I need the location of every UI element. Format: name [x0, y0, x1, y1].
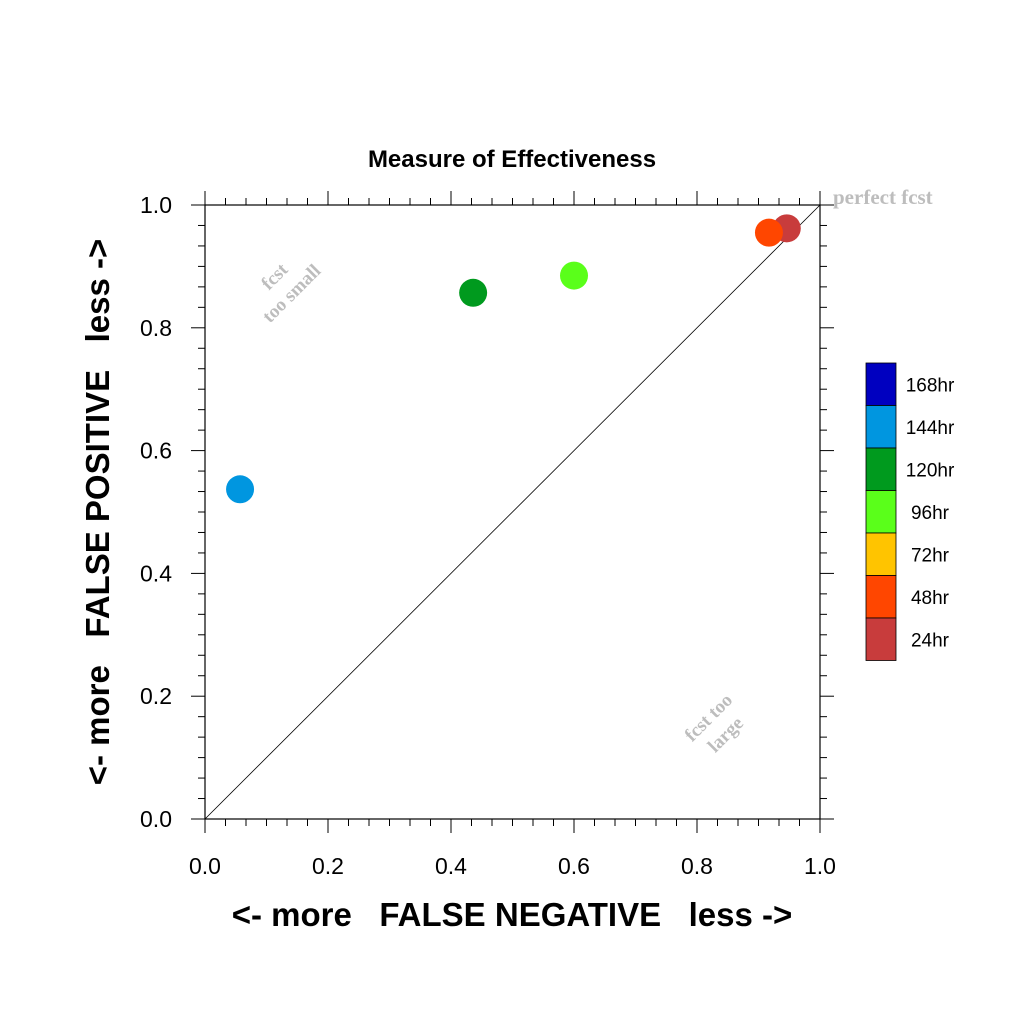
too-small-annotation: fcst too small — [257, 259, 325, 327]
y-tick-label: 0.6 — [140, 438, 172, 464]
x-tick-label: 0.8 — [681, 853, 713, 879]
legend-label: 48hr — [911, 588, 950, 609]
legend-label: 72hr — [911, 545, 950, 566]
y-tick-labels: 0.0 0.2 0.4 0.6 0.8 1.0 — [140, 192, 172, 832]
data-point-48hr — [754, 218, 783, 247]
legend-swatch-24hr — [865, 617, 897, 661]
data-point-96hr — [560, 261, 588, 290]
legend-swatch-72hr — [865, 532, 897, 576]
y-tick-label: 0.0 — [140, 806, 172, 832]
legend-swatch-168hr — [865, 362, 897, 406]
chart-title: Measure of Effectiveness — [368, 146, 656, 173]
legend-label: 120hr — [906, 460, 955, 481]
legend-swatch-120hr — [865, 447, 897, 491]
data-point-120hr — [459, 278, 488, 307]
legend-label: 144hr — [906, 418, 955, 439]
data-points — [226, 214, 801, 504]
perfect-forecast-annotation: perfect fcst — [833, 185, 933, 209]
y-tick-label: 1.0 — [140, 192, 172, 218]
perfect-forecast-diagonal — [204, 204, 821, 820]
legend-swatch-144hr — [865, 405, 897, 449]
y-tick-label: 0.4 — [140, 560, 172, 586]
y-tick-label: 0.8 — [140, 315, 172, 341]
legend: 168hr 144hr 120hr 96hr 72hr 48hr 24hr — [865, 362, 955, 661]
y-axis-label: <- more FALSE POSITIVE less -> — [79, 239, 116, 786]
x-tick-label: 0.4 — [435, 853, 467, 879]
x-axis-label: <- more FALSE NEGATIVE less -> — [232, 896, 793, 933]
x-tick-label: 0.0 — [189, 853, 221, 879]
legend-label: 24hr — [911, 630, 950, 651]
legend-swatch-96hr — [865, 490, 897, 534]
axis-ticks — [191, 191, 834, 833]
x-tick-label: 1.0 — [804, 853, 836, 879]
x-tick-label: 0.2 — [312, 853, 344, 879]
data-point-144hr — [226, 475, 255, 504]
legend-swatch-48hr — [865, 575, 897, 619]
legend-label: 168hr — [906, 375, 955, 396]
x-tick-labels: 0.0 0.2 0.4 0.6 0.8 1.0 — [189, 853, 836, 879]
plot-frame — [204, 204, 821, 820]
x-tick-label: 0.6 — [558, 853, 590, 879]
plot-area — [191, 191, 834, 833]
legend-label: 96hr — [911, 503, 950, 524]
y-tick-label: 0.2 — [140, 683, 172, 709]
too-large-annotation: fcst too large — [681, 690, 748, 757]
